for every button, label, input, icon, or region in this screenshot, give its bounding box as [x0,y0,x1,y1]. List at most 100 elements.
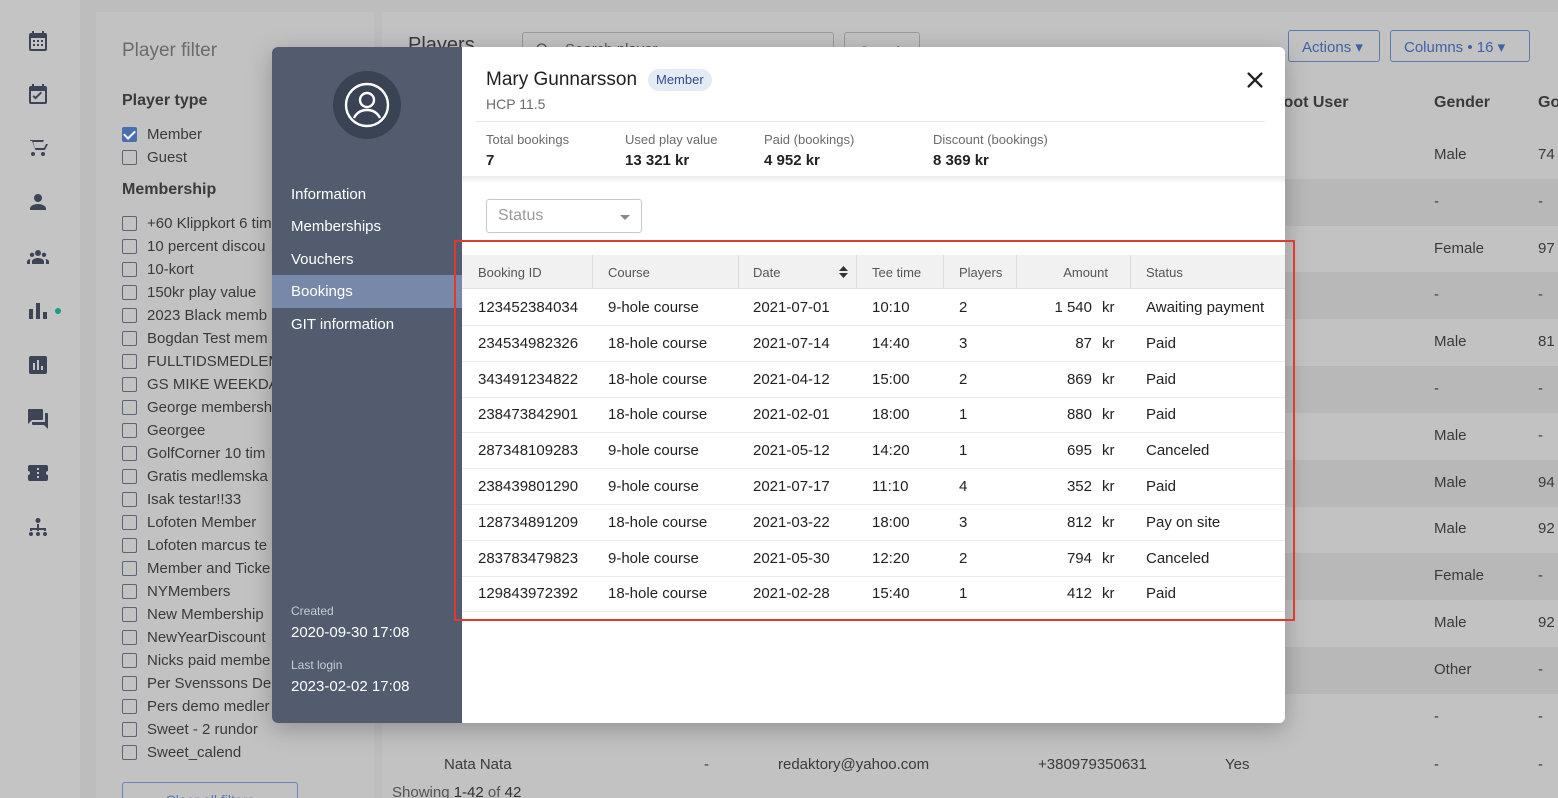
checkbox-box[interactable] [122,675,137,691]
membership-checkbox[interactable]: +60 Klippkort 6 tim [122,213,272,233]
col-status[interactable]: Status [1131,255,1285,289]
checkbox-box[interactable] [122,353,137,369]
membership-checkbox[interactable]: Isak testar!!33 [122,489,272,509]
checkbox-box[interactable] [122,445,137,461]
sort-icon[interactable] [839,266,848,278]
actions-button[interactable]: Actions ▾ [1288,30,1380,62]
checkbox-box[interactable] [122,238,137,254]
table-row[interactable]: 234534982326 18-hole course 2021-07-14 14:4… [462,326,1285,362]
membership-checkbox[interactable]: Member and Ticke [122,558,272,578]
checkbox-box[interactable] [122,261,137,277]
header-golf-id[interactable]: Go [1538,94,1558,111]
col-tee-time[interactable]: Tee time [857,255,944,289]
table-row[interactable]: 238473842901 18-hole course 2021-02-01 18:0… [462,397,1285,434]
checkbox-box[interactable] [122,629,137,645]
checkbox-box[interactable] [122,376,137,392]
calendar-icon[interactable] [26,29,50,53]
col-date[interactable]: Date [739,255,857,289]
nav-memberships[interactable]: Memberships [291,218,382,235]
table-row[interactable]: Male 92 [382,600,1558,647]
table-row[interactable]: Male 81 [382,319,1558,366]
checkbox-member[interactable]: Member [122,124,202,144]
checkbox-box[interactable] [122,698,137,714]
membership-checkbox[interactable]: Lofoten Member [122,512,272,532]
membership-checkbox[interactable]: NYMembers [122,581,272,601]
bar-chart-icon[interactable] [26,299,50,323]
checkbox-box[interactable] [122,491,137,507]
checkbox-box[interactable] [122,126,137,142]
table-row[interactable]: 129843972392 18-hole course 2021-02-28 15:4… [462,576,1285,613]
table-row[interactable]: 287348109283 9-hole course 2021-05-12 14:20… [462,433,1285,470]
header-gender[interactable]: Gender [1434,94,1491,111]
report-icon[interactable] [26,353,50,377]
membership-checkbox[interactable]: GolfCorner 10 tim [122,443,272,463]
membership-checkbox[interactable]: NewYearDiscount [122,627,272,647]
checkbox-box[interactable] [122,330,137,346]
membership-checkbox[interactable]: Sweet - 2 rundor [122,719,272,739]
golf-cart-icon[interactable] [26,136,50,160]
checkbox-box[interactable] [122,537,137,553]
membership-checkbox[interactable]: 10 percent discou [122,236,272,256]
table-row[interactable]: 123452384034 9-hole course 2021-07-01 10:10… [462,290,1285,326]
membership-checkbox[interactable]: Georgee [122,420,272,440]
table-row[interactable]: Male 74 [382,132,1558,179]
close-button[interactable] [1244,69,1266,91]
person-icon[interactable] [26,190,50,214]
checkbox-box[interactable] [122,560,137,576]
checkbox-guest[interactable]: Guest [122,147,187,167]
table-row[interactable]: 238439801290 9-hole course 2021-07-17 11:10… [462,469,1285,505]
checkbox-box[interactable] [122,606,137,622]
table-row[interactable]: 128734891209 18-hole course 2021-03-22 18:0… [462,505,1285,541]
membership-checkbox[interactable]: Nicks paid membe [122,650,272,670]
table-row[interactable]: Nata Nata - redaktory@yahoo.com +3809793… [382,750,1558,797]
checkbox-box[interactable] [122,215,137,231]
checkbox-box[interactable] [122,149,137,165]
nav-vouchers[interactable]: Vouchers [291,251,354,268]
checkbox-box[interactable] [122,744,137,760]
nav-bookings[interactable]: Bookings [272,275,462,308]
table-row[interactable]: Male - [382,413,1558,460]
membership-checkbox[interactable]: Pers demo medler [122,696,272,716]
col-course[interactable]: Course [593,255,739,289]
checkbox-box[interactable] [122,721,137,737]
calendar-check-icon[interactable] [26,82,50,106]
nav-git-information[interactable]: GIT information [291,316,395,333]
membership-checkbox[interactable]: FULLTIDSMEDLEM [122,351,272,371]
group-icon[interactable] [26,245,50,269]
col-booking-id[interactable]: Booking ID [462,255,593,289]
col-players[interactable]: Players [944,255,1017,289]
status-select[interactable]: Status [486,199,642,233]
table-row[interactable]: 343491234822 18-hole course 2021-04-12 15:0… [462,362,1285,398]
membership-checkbox[interactable]: George membersh [122,397,272,417]
membership-checkbox[interactable]: Lofoten marcus te [122,535,272,555]
col-amount[interactable]: Amount [1017,255,1131,289]
chat-icon[interactable] [26,407,50,431]
checkbox-box[interactable] [122,468,137,484]
membership-checkbox[interactable]: Gratis medlemska [122,466,272,486]
membership-checkbox[interactable]: Per Svenssons De [122,673,272,693]
table-row[interactable]: 283783479823 9-hole course 2021-05-30 12:20… [462,541,1285,577]
table-row[interactable]: Male 92 [382,506,1558,553]
checkbox-box[interactable] [122,514,137,530]
header-boot-user[interactable]: Boot User [1272,94,1349,111]
membership-checkbox[interactable]: 10-kort [122,259,272,279]
checkbox-box[interactable] [122,284,137,300]
columns-button[interactable]: Columns • 16 ▾ [1390,30,1530,62]
membership-checkbox[interactable]: New Membership [122,604,272,624]
membership-checkbox[interactable]: 150kr play value [122,282,272,302]
membership-checkbox[interactable]: GS MIKE WEEKDA [122,374,272,394]
checkbox-box[interactable] [122,583,137,599]
checkbox-box[interactable] [122,307,137,323]
membership-checkbox[interactable]: Bogdan Test mem [122,328,272,348]
table-row[interactable]: Female 97 [382,226,1558,273]
checkbox-box[interactable] [122,399,137,415]
clear-filters-button[interactable]: Clear all filters [122,782,298,798]
table-row[interactable]: -- [382,694,1558,741]
membership-checkbox[interactable]: Sweet_calend [122,742,272,762]
checkbox-box[interactable] [122,652,137,668]
nav-information[interactable]: Information [291,186,367,203]
checkbox-box[interactable] [122,422,137,438]
membership-checkbox[interactable]: 2023 Black memb [122,305,272,325]
organization-icon[interactable] [26,516,50,540]
ticket-icon[interactable] [26,461,50,485]
